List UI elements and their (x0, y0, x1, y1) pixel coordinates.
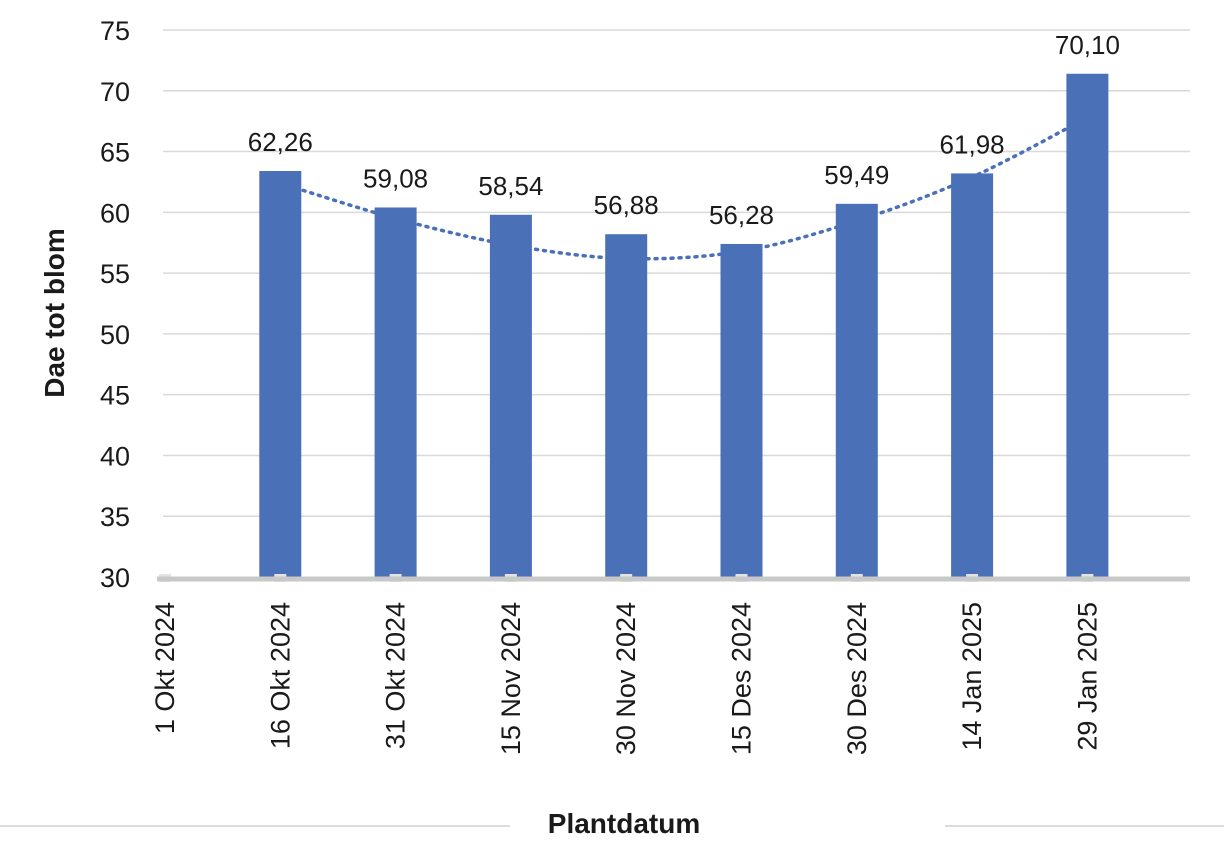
y-tick-label: 75 (100, 16, 130, 46)
data-label: 56,28 (709, 200, 774, 230)
data-labels: 62,26 59,08 58,54 56,88 56,28 59,49 61,98 70,10 (248, 30, 1120, 230)
data-label: 59,08 (363, 163, 428, 193)
trendline-group (278, 115, 1090, 261)
x-tick-label: 31 Okt 2024 (381, 602, 411, 749)
x-tick-label: 16 Okt 2024 (265, 602, 295, 749)
data-label: 70,10 (1055, 30, 1120, 60)
gridlines (163, 29, 1190, 517)
data-label: 61,98 (940, 129, 1005, 159)
bar-30-des-2024 (835, 203, 878, 577)
x-axis-ticks: 1 Okt 2024 16 Okt 2024 31 Okt 2024 15 Nov 2… (150, 602, 1102, 755)
x-axis-title: Plantdatum (548, 808, 700, 839)
y-tick-label: 35 (100, 502, 130, 532)
y-tick-label: 30 (100, 563, 130, 593)
x-tick-label: 30 Des 2024 (842, 602, 872, 755)
x-tick-label: 15 Nov 2024 (496, 602, 526, 755)
bar-16-okt-2024 (259, 171, 302, 577)
x-tick-label: 15 Des 2024 (727, 602, 757, 755)
y-tick-label: 55 (100, 259, 130, 289)
trendline (278, 115, 1090, 261)
y-axis-title: Dae tot blom (39, 228, 70, 398)
bar-31-okt-2024 (374, 207, 417, 577)
bar-14-jan-2025 (951, 173, 994, 578)
bar-29-jan-2025 (1066, 73, 1109, 577)
y-tick-label: 60 (100, 198, 130, 228)
x-tick-label: 30 Nov 2024 (611, 602, 641, 755)
y-tick-label: 70 (100, 77, 130, 107)
bar-15-nov-2024 (489, 214, 532, 577)
bars (159, 73, 1109, 582)
data-label: 62,26 (248, 127, 313, 157)
data-label: 59,49 (824, 160, 889, 190)
data-label: 56,88 (594, 190, 659, 220)
x-tick-label: 14 Jan 2025 (957, 602, 987, 751)
data-label: 58,54 (478, 171, 543, 201)
y-axis-ticks: 30 35 40 45 50 55 60 65 70 75 (100, 16, 130, 593)
x-tick-label: 1 Okt 2024 (150, 602, 180, 734)
y-tick-label: 40 (100, 441, 130, 471)
x-tick-label: 29 Jan 2025 (1072, 602, 1102, 751)
y-tick-label: 45 (100, 381, 130, 411)
bar-30-nov-2024 (605, 234, 648, 578)
y-tick-label: 65 (100, 138, 130, 168)
y-tick-label: 50 (100, 320, 130, 350)
bar-15-des-2024 (720, 243, 763, 577)
